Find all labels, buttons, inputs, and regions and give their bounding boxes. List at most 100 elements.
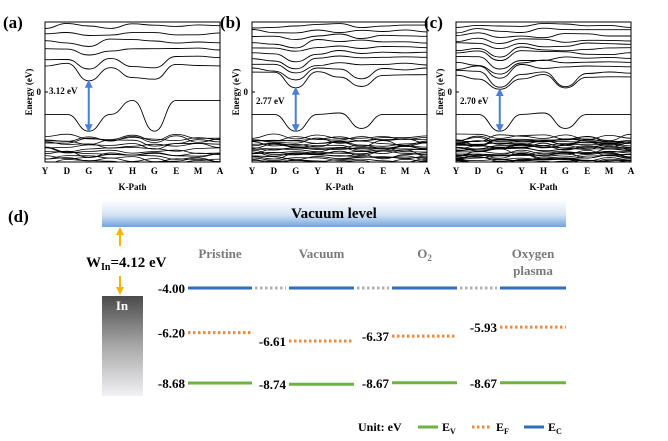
x-tick-label: Y — [42, 166, 49, 176]
band-line — [252, 67, 427, 81]
panel-label-c: (c) — [424, 13, 443, 32]
x-tick-label: G — [85, 166, 92, 176]
band-line — [456, 112, 631, 132]
band-line — [280, 158, 427, 162]
legend: Unit: eV EV EF EC — [358, 420, 562, 436]
condition-title-line2: plasma — [513, 263, 553, 278]
ev-value: -8.74 — [259, 377, 287, 392]
band-line — [456, 158, 610, 162]
legend-ev-label: EV — [442, 420, 456, 436]
band-line — [456, 42, 631, 50]
x-tick-label: H — [129, 166, 136, 176]
ev-value: -8.67 — [470, 376, 498, 391]
y-tick-label: 0 — [448, 87, 453, 97]
x-tick-label: A — [424, 166, 431, 176]
plot-frame — [251, 21, 428, 163]
ef-value: -5.93 — [470, 320, 498, 335]
condition-1: Vacuum -6.61 -8.74 — [259, 246, 389, 392]
band-line — [456, 27, 631, 34]
vacuum-level-bar — [102, 200, 566, 227]
band-line — [456, 46, 631, 58]
x-tick-label: G — [496, 166, 503, 176]
ev-value: -8.68 — [158, 376, 186, 391]
band-line — [45, 133, 220, 141]
indium-block — [102, 296, 143, 396]
ef-value: -6.20 — [158, 326, 185, 341]
panel-d: (d) Vacuum level WIn=4.12 eV In Pristine… — [8, 200, 566, 436]
x-tick-label: M — [401, 166, 410, 176]
ef-value: -6.61 — [259, 334, 286, 349]
x-tick-label: E — [173, 166, 179, 176]
y-axis-label: Energy (eV) — [231, 69, 241, 116]
band-line — [456, 145, 631, 151]
x-tick-label: Y — [518, 166, 525, 176]
x-tick-label: Y — [453, 166, 460, 176]
band-line — [456, 37, 631, 45]
band-line — [456, 144, 631, 152]
band-line — [45, 155, 220, 162]
band-line — [456, 59, 631, 75]
band-line — [456, 32, 631, 39]
band-line — [45, 135, 220, 143]
band-line — [45, 32, 220, 36]
x-tick-label: D — [271, 166, 278, 176]
band-line — [252, 155, 427, 161]
x-tick-label: Y — [249, 166, 256, 176]
x-axis-label: K-Path — [119, 182, 147, 192]
x-tick-label: Y — [107, 166, 114, 176]
panel-label-a: (a) — [3, 13, 23, 32]
condition-title: O2 — [417, 246, 432, 263]
band-line — [252, 150, 427, 157]
x-tick-label: E — [380, 166, 386, 176]
band-line — [45, 22, 220, 29]
x-tick-label: D — [64, 166, 71, 176]
plot-frame — [455, 21, 632, 163]
x-tick-label: G — [562, 166, 569, 176]
band-gap-label: 2.70 eV — [460, 96, 489, 106]
band-line — [252, 112, 427, 132]
band-line — [252, 23, 427, 29]
condition-title-line1: Oxygen — [512, 246, 555, 261]
band-line — [45, 99, 220, 132]
work-function-label: WIn=4.12 eV — [86, 255, 167, 273]
band-line — [252, 156, 427, 162]
band-line — [252, 135, 427, 142]
x-tick-label: H — [540, 166, 547, 176]
x-axis-label: K-Path — [530, 182, 558, 192]
band-line — [45, 141, 220, 149]
band-line — [252, 55, 427, 70]
band-line — [252, 39, 427, 49]
band-line — [252, 141, 427, 148]
x-tick-label: M — [605, 166, 614, 176]
condition-title: Vacuum — [299, 246, 345, 261]
y-axis-label: Energy (eV) — [24, 69, 34, 116]
band-gap-label: 3.12 eV — [49, 86, 78, 96]
band-line — [252, 50, 427, 63]
band-lines — [45, 22, 220, 162]
band-line — [456, 74, 631, 90]
y-axis-label: Energy (eV) — [435, 69, 445, 116]
x-tick-label: A — [217, 166, 224, 176]
ec-value: -4.00 — [158, 281, 185, 296]
band-line — [252, 71, 427, 89]
unit-label: Unit: eV — [358, 420, 402, 434]
x-tick-label: A — [628, 166, 635, 176]
band-line — [45, 55, 220, 70]
x-tick-label: Y — [314, 166, 321, 176]
panel-label-b: (b) — [220, 13, 241, 32]
band-line — [456, 149, 631, 157]
vacuum-level-label: Vacuum level — [291, 206, 377, 222]
band-line — [252, 29, 427, 34]
band-line — [456, 133, 631, 142]
legend-ef-label: EF — [496, 420, 509, 436]
plot-frame — [44, 21, 221, 163]
condition-0: Pristine -4.00 -6.20 -8.68 — [158, 246, 286, 391]
band-line — [456, 64, 631, 79]
x-tick-label: G — [292, 166, 299, 176]
y-tick-label: 0 — [244, 87, 249, 97]
band-line — [252, 143, 427, 151]
x-tick-label: G — [358, 166, 365, 176]
panel-label-d: (d) — [8, 207, 29, 226]
band-line — [45, 47, 220, 56]
